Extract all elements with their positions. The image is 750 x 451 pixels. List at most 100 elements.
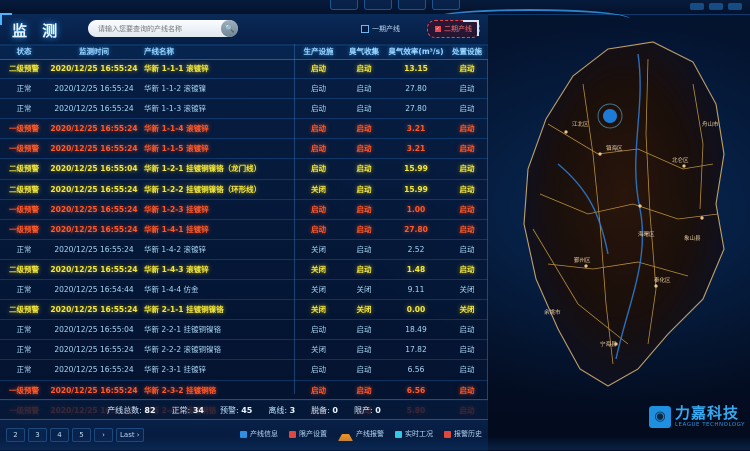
phase-two-button[interactable]: ✓ 二期产线 xyxy=(427,20,480,38)
table-row[interactable]: 正常 2020/12/25 16:55:04 华新 2-2-1 挂镀铜镍铬 启动 启动 1… xyxy=(0,320,488,341)
chrome-tab[interactable] xyxy=(330,0,358,10)
column-header-disposal[interactable]: 处置设施 xyxy=(452,47,482,56)
cell-status: 二级预警 xyxy=(9,305,39,315)
top-chrome-bar xyxy=(0,0,750,15)
summary-offline: 离线: 3 xyxy=(268,405,296,415)
cell-status: 一级预警 xyxy=(9,124,39,134)
svg-text:江北区: 江北区 xyxy=(572,120,589,128)
column-header-time[interactable]: 监测时间 xyxy=(79,47,109,56)
window-control[interactable] xyxy=(690,3,704,10)
pagination-page[interactable]: › xyxy=(94,428,113,442)
cell-line-name: 华新 2-2-2 滚镀铜镍铬 xyxy=(144,345,221,355)
cell-gas-collect: 启动 xyxy=(356,224,372,234)
pagination-page[interactable]: 5 xyxy=(72,428,91,442)
cell-gas-efficiency: 18.49 xyxy=(405,325,427,335)
cell-gas-collect: 启动 xyxy=(356,64,372,73)
chrome-tab[interactable] xyxy=(364,0,392,10)
cell-status: 正常 xyxy=(16,244,32,254)
footer-button-info[interactable]: 产线信息 xyxy=(240,429,278,439)
logo-name-cn: 力嘉科技 xyxy=(674,403,739,422)
search-icon[interactable]: 🔍 xyxy=(221,20,238,37)
cell-status: 一级预警 xyxy=(9,144,39,154)
table-row[interactable]: 二级预警 2020/12/25 16:55:04 华新 1-2-1 挂镀铜镍铬（龙门… xyxy=(0,159,488,180)
pagination-page[interactable]: 2 xyxy=(6,428,25,442)
cell-gas-efficiency: 13.15 xyxy=(404,64,428,73)
window-control[interactable] xyxy=(709,3,723,10)
table-row[interactable]: 正常 2020/12/25 16:55:24 华新 2-2-2 滚镀铜镍铬 关闭 启动 1… xyxy=(0,340,488,361)
footer-button-label: 报警历史 xyxy=(454,430,482,438)
footer-button-realtime[interactable]: 实时工况 xyxy=(395,429,433,439)
table-row[interactable]: 正常 2020/12/25 16:55:24 华新 2-3-1 挂镀锌 启动 启动 6.5… xyxy=(0,360,488,381)
cell-time: 2020/12/25 16:54:44 xyxy=(54,285,134,295)
info-icon xyxy=(240,430,247,438)
cell-production: 关闭 xyxy=(311,184,326,194)
table-row[interactable]: 正常 2020/12/25 16:55:24 华新 1-1-3 滚镀锌 启动 启动 27.… xyxy=(0,99,488,120)
column-header-line-name[interactable]: 产线名称 xyxy=(144,47,174,56)
chrome-tab[interactable] xyxy=(432,0,460,10)
checkbox-box[interactable] xyxy=(361,25,369,33)
footer-button-label: 产线信息 xyxy=(250,430,278,438)
svg-text:余姚市: 余姚市 xyxy=(544,308,561,316)
location-marker-icon[interactable] xyxy=(603,109,617,123)
cell-time: 2020/12/25 16:55:04 xyxy=(50,164,138,174)
pagination-page[interactable]: 4 xyxy=(50,428,69,442)
cell-line-name: 华新 1-4-2 滚镀锌 xyxy=(144,244,206,254)
cell-time: 2020/12/25 16:55:24 xyxy=(54,345,134,355)
footer-button-label: 实时工况 xyxy=(405,430,433,438)
map-city-dots xyxy=(564,130,704,346)
cell-line-name: 华新 2-1-1 挂镀铜镍铬 xyxy=(144,305,224,315)
column-header-status[interactable]: 状态 xyxy=(16,47,32,56)
map-panel[interactable]: 江北区 镇海区 北仑区 鄞州区 奉化区 宁海县 舟山市 象山县 余姚市 海曙区 ◉ 力嘉科… xyxy=(488,14,750,436)
table-row[interactable]: 一级预警 2020/12/25 16:55:24 华新 1-1-4 滚镀锌 启动 启动 3… xyxy=(0,119,488,140)
pagination-page[interactable]: 3 xyxy=(28,428,47,442)
cell-gas-efficiency: 9.11 xyxy=(407,285,425,295)
cell-gas-efficiency: 27.80 xyxy=(405,84,427,94)
cell-status: 二级预警 xyxy=(9,264,39,274)
cell-status: 正常 xyxy=(16,285,32,295)
cell-line-name: 华新 1-2-1 挂镀铜镍铬（龙门线） xyxy=(144,164,262,174)
cell-disposal: 关闭 xyxy=(459,285,475,295)
column-header-production[interactable]: 生产设施 xyxy=(303,47,334,56)
cell-time: 2020/12/25 16:55:24 xyxy=(50,264,138,274)
cell-disposal: 启动 xyxy=(459,164,475,174)
svg-text:奉化区: 奉化区 xyxy=(654,276,671,284)
table-row[interactable]: 二级预警 2020/12/25 16:55:24 华新 1-2-2 挂镀铜镍铬（环形… xyxy=(0,180,488,200)
search-box[interactable]: 🔍 xyxy=(88,20,238,37)
cell-gas-efficiency: 27.80 xyxy=(404,224,428,234)
table-row[interactable]: 正常 2020/12/25 16:54:44 华新 1-4-4 仿金 关闭 关闭 9.11… xyxy=(0,280,488,301)
cell-gas-collect: 启动 xyxy=(356,345,372,355)
table-row[interactable]: 正常 2020/12/25 16:55:24 华新 1-1-2 滚镀镍 启动 启动 27.… xyxy=(0,79,488,100)
search-input[interactable] xyxy=(96,23,222,34)
cell-gas-efficiency: 1.48 xyxy=(406,264,426,274)
window-control[interactable] xyxy=(728,3,742,10)
table-row[interactable]: 一级预警 2020/12/25 16:55:24 华新 2-3-2 挂镀铜铬 启动 启动… xyxy=(0,381,488,401)
cell-line-name: 华新 1-1-2 滚镀镍 xyxy=(144,84,206,94)
table-row[interactable]: 正常 2020/12/25 16:55:24 华新 1-4-2 滚镀锌 关闭 启动 2.5… xyxy=(0,240,488,260)
cell-disposal: 启动 xyxy=(459,385,475,395)
column-header-gas-efficiency[interactable]: 臭气效率(m³/s) xyxy=(388,47,444,56)
table-row[interactable]: 一级预警 2020/12/25 16:55:24 华新 1-2-3 挂镀锌 启动 启动 1… xyxy=(0,200,488,220)
cell-gas-collect: 启动 xyxy=(356,264,372,274)
table-row[interactable]: 一级预警 2020/12/25 16:55:24 华新 1-4-1 挂镀锌 启动 启动 2… xyxy=(0,220,488,240)
pagination-page[interactable]: Last › xyxy=(116,428,144,442)
pagination[interactable]: 2 3 4 5 › Last › xyxy=(6,428,144,442)
summary-standby: 脱备: 0 xyxy=(311,405,338,415)
table-row[interactable]: 二级预警 2020/12/25 16:55:24 华新 2-1-1 挂镀铜镍铬 关闭 关… xyxy=(0,300,488,321)
table-row[interactable]: 二级预警 2020/12/25 16:55:24 华新 1-4-3 滚镀锌 关闭 启动 1… xyxy=(0,260,488,281)
chrome-tab[interactable] xyxy=(398,0,426,10)
phase-one-checkbox[interactable]: 一期产线 xyxy=(361,24,400,34)
cell-time: 2020/12/25 16:55:24 xyxy=(50,385,138,395)
column-header-gas-collect[interactable]: 臭气收集 xyxy=(349,47,379,56)
cell-production: 启动 xyxy=(311,164,326,174)
cell-status: 一级预警 xyxy=(9,385,39,395)
footer-button-history[interactable]: 报警历史 xyxy=(444,429,482,439)
table-row[interactable]: 一级预警 2020/12/25 16:55:24 华新 1-1-5 滚镀锌 启动 启动 3… xyxy=(0,139,488,160)
history-icon xyxy=(444,430,451,438)
cell-gas-collect: 启动 xyxy=(356,124,372,134)
footer-button-limit[interactable]: 限产设置 xyxy=(289,429,327,439)
table-row[interactable]: 二级预警 2020/12/25 16:55:24 华新 1-1-1 滚镀锌 启动 启动 1… xyxy=(0,59,488,80)
footer-button-alarm[interactable]: 产线报警 xyxy=(338,427,384,441)
cell-gas-collect: 关闭 xyxy=(356,305,372,315)
